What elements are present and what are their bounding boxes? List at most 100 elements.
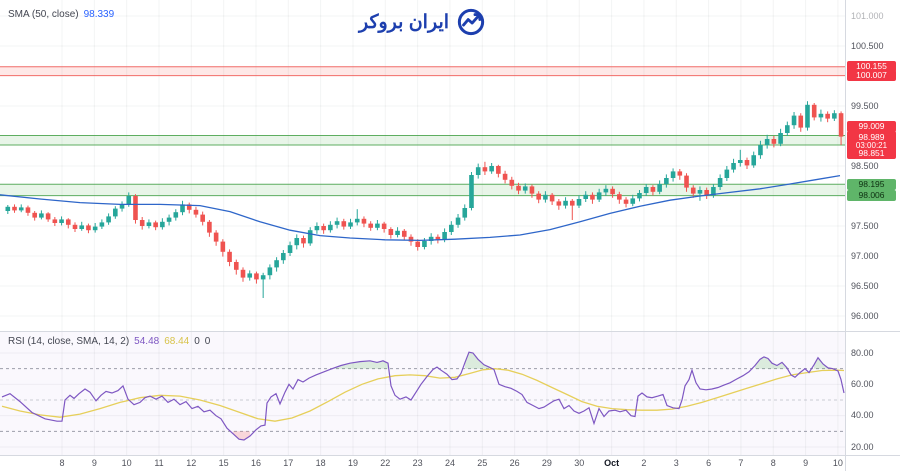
candle	[522, 186, 528, 191]
broker-logo-text: ایران بروکر	[358, 11, 450, 33]
candle	[52, 219, 58, 223]
price-tick: 97.500	[851, 220, 879, 231]
candle	[180, 204, 185, 213]
candle	[395, 230, 400, 235]
time-label: Oct	[604, 458, 620, 468]
candle	[260, 275, 266, 280]
candle	[294, 238, 300, 246]
candle	[119, 204, 125, 209]
candle	[274, 260, 279, 268]
time-label: 7	[738, 458, 744, 468]
price-level-label: 98.006	[847, 190, 896, 202]
candle	[227, 251, 232, 262]
candle	[811, 104, 817, 118]
time-label: 23	[412, 458, 423, 468]
candle	[72, 224, 78, 229]
candle	[233, 262, 239, 270]
candle	[617, 194, 622, 200]
price-level-label: 98.195	[847, 178, 896, 190]
candle	[79, 225, 85, 229]
candle	[354, 218, 360, 223]
pane-separator[interactable]	[0, 331, 900, 332]
candle	[664, 178, 669, 184]
candle	[744, 160, 750, 166]
time-label: 2	[641, 458, 647, 468]
candle	[576, 199, 582, 206]
candle	[307, 230, 313, 244]
time-label: 26	[509, 458, 520, 468]
candle	[45, 213, 51, 220]
candle	[5, 206, 11, 211]
candle	[475, 167, 481, 175]
candle	[18, 207, 24, 211]
time-label: 8	[59, 458, 65, 468]
time-label: 30	[574, 458, 585, 468]
price-tick: 98.500	[851, 160, 879, 171]
candle	[435, 236, 441, 240]
candle	[832, 113, 837, 119]
candle	[643, 187, 649, 193]
price-tick: 99.500	[851, 100, 879, 111]
candle	[684, 175, 689, 188]
candle	[717, 178, 723, 187]
candle	[113, 208, 118, 217]
candle	[321, 226, 326, 231]
time-label: 17	[283, 458, 294, 468]
rsi-extra-1: 0	[194, 336, 200, 347]
sma-legend[interactable]: SMA (50, close) 98.339	[8, 9, 114, 20]
candle	[220, 241, 226, 252]
time-label: 16	[250, 458, 261, 468]
candle	[731, 163, 736, 170]
rsi-tick: 40.00	[851, 410, 874, 421]
candle	[415, 241, 421, 247]
candle	[771, 139, 777, 144]
price-level-label: 100.007	[847, 70, 896, 82]
candle	[422, 241, 427, 247]
candle	[737, 160, 743, 163]
rsi-guides	[0, 368, 845, 432]
time-label: 25	[477, 458, 488, 468]
candle	[489, 166, 494, 172]
rsi-extra-2: 0	[204, 336, 211, 347]
candle	[301, 238, 306, 244]
rsi-legend[interactable]: RSI (14, close, SMA, 14, 2) 54.48 68.44 0 0	[8, 336, 210, 347]
candle	[408, 236, 414, 242]
candle	[92, 226, 98, 231]
rsi-tick: 80.00	[851, 347, 874, 358]
candles-layer	[5, 101, 844, 298]
time-label: 10	[832, 458, 843, 468]
time-label: 29	[541, 458, 552, 468]
candle	[328, 224, 333, 231]
candle	[529, 186, 535, 194]
candle	[381, 223, 387, 229]
candle	[281, 253, 286, 261]
candle	[838, 113, 844, 137]
candle	[751, 155, 757, 166]
candle	[805, 104, 810, 128]
trend-circle-icon	[457, 8, 485, 36]
candle	[99, 222, 105, 227]
candle	[791, 115, 797, 126]
candle	[267, 267, 273, 276]
price-axis[interactable]: 101.000 100.500 99.500 98.500 97.500 97.000 96…	[846, 0, 900, 471]
time-label: 12	[186, 458, 197, 468]
candle	[563, 200, 568, 206]
time-label: 3	[673, 458, 679, 468]
rsi-signal-line	[1, 368, 845, 422]
time-axis[interactable]: 8 9 10 11 12 15 16 17 18 19 22 23 24 25 26 29 30 Oct 2 3 6 7 8…	[0, 456, 845, 471]
candle	[368, 223, 373, 228]
candle	[496, 166, 501, 174]
candle	[428, 236, 434, 241]
time-label: 6	[706, 458, 712, 468]
candle	[482, 167, 488, 172]
candle	[247, 273, 253, 278]
candle	[106, 216, 111, 223]
price-level-label: 99.009	[847, 120, 896, 132]
candle	[25, 207, 31, 213]
candle	[65, 219, 71, 225]
candle	[12, 206, 17, 211]
candle	[704, 190, 709, 196]
rsi-signal-value: 68.44	[164, 336, 190, 347]
